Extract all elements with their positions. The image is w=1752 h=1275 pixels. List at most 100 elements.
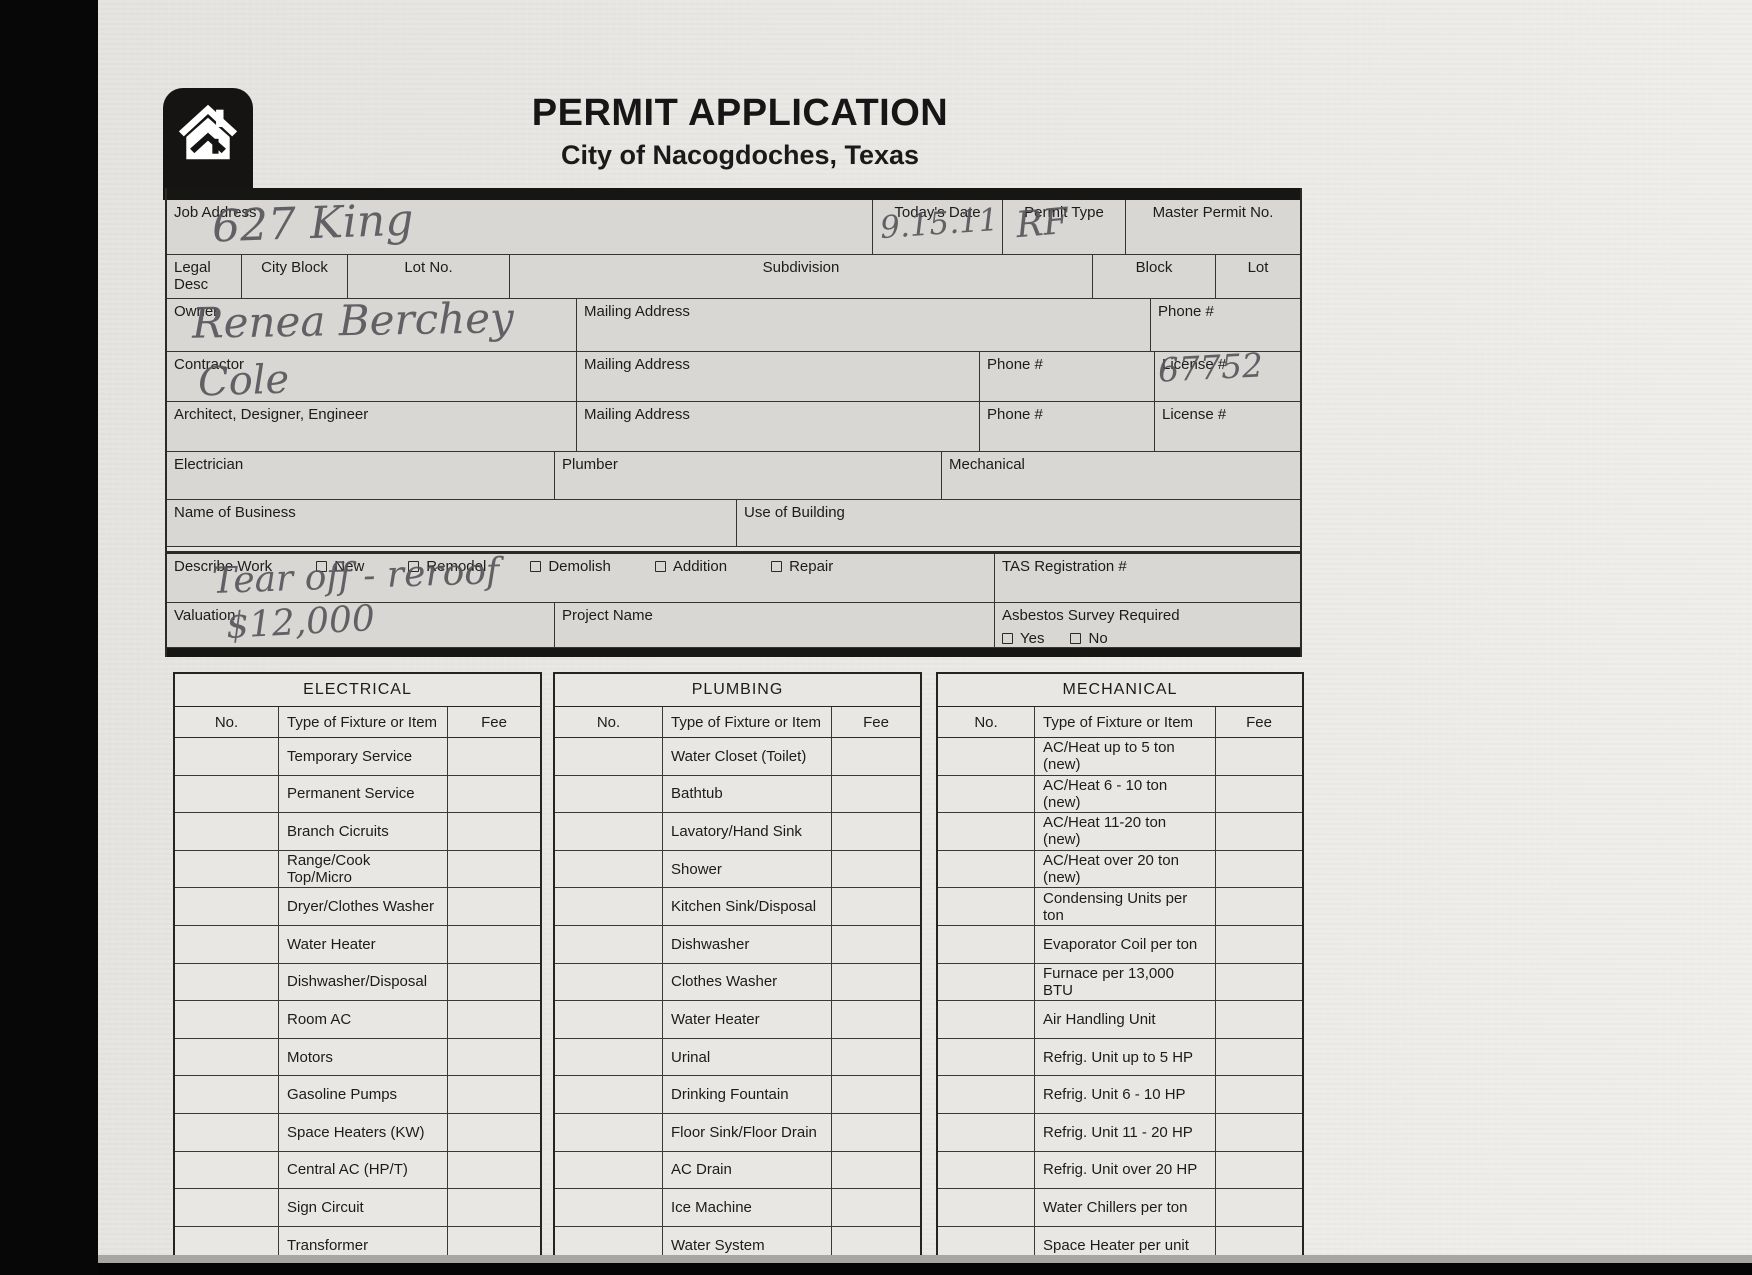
owner-mailing-field: Mailing Address (577, 299, 1151, 352)
phone-label: Phone # (1158, 303, 1214, 320)
column-header: No. (555, 707, 663, 737)
checkbox-label: Yes (1020, 630, 1045, 648)
no-cell (555, 775, 663, 813)
project-name-label: Project Name (562, 607, 653, 624)
title-block: PERMIT APPLICATION City of Nacogdoches, … (440, 92, 1040, 171)
fee-table-row: Clothes Washer (555, 963, 920, 1002)
fee-table-row: Space Heaters (KW) (175, 1113, 540, 1152)
mechanical-label: Mechanical (949, 456, 1025, 473)
electrician-field: Electrician (167, 452, 555, 500)
form-row-trades: Electrician Plumber Mechanical (167, 452, 1300, 500)
form-row-describe-work: Describe Work New Remodel Demolish Addition… (167, 553, 1300, 603)
architect-phone-field: Phone # (980, 402, 1155, 452)
fixture-type-cell: Evaporator Coil per ton (1035, 925, 1216, 963)
column-header: No. (938, 707, 1035, 737)
no-cell (555, 850, 663, 888)
fee-table-row: Ice Machine (555, 1189, 920, 1227)
fixture-type-cell: Refrig. Unit 6 - 10 HP (1035, 1076, 1216, 1113)
fixture-type-cell: Dishwasher (663, 925, 832, 963)
column-header: Type of Fixture or Item (279, 707, 448, 737)
no-cell (175, 1038, 279, 1076)
form-bottom-bar (167, 648, 1300, 657)
fee-table-row: Water Heater (175, 925, 540, 964)
fee-table-row: AC/Heat 11-20 ton (new) (938, 813, 1302, 851)
fee-table-row: Air Handling Unit (938, 1001, 1302, 1039)
business-name-field: Name of Business (167, 500, 737, 547)
fixture-type-cell: Furnace per 13,000 BTU (1035, 963, 1216, 1001)
contractor-phone-field: Phone # (980, 352, 1155, 402)
fixture-type-cell: Condensing Units per ton (1035, 888, 1216, 925)
column-header: Fee (481, 713, 507, 731)
fixture-type-cell: Transformer (279, 1226, 448, 1260)
work-type-options: New Remodel Demolish Addition Repair (316, 558, 833, 575)
city-block-label: City Block (261, 259, 328, 276)
column-header: Fee (1246, 713, 1272, 731)
fixture-type-cell: AC/Heat 6 - 10 ton (new) (1035, 775, 1216, 813)
fee-cell (448, 1039, 540, 1076)
fee-table-row: Dishwasher (555, 925, 920, 964)
owner-label: Owner (174, 303, 219, 320)
electrical-fee-table: ELECTRICAL No. Type of Fixture or Item Fee… (173, 672, 542, 1262)
todays-date-field: Today's Date (873, 200, 1003, 255)
page-title: PERMIT APPLICATION (531, 92, 949, 134)
no-cell (175, 1076, 279, 1113)
permit-form: Job Address Today's Date Permit Type Mas… (165, 188, 1302, 657)
fee-cell (1216, 776, 1302, 813)
fixture-type-cell: Kitchen Sink/Disposal (663, 888, 832, 925)
fee-cell (448, 738, 540, 775)
no-cell (175, 850, 279, 888)
architect-mailing-field: Mailing Address (577, 402, 980, 452)
no-cell (555, 1226, 663, 1260)
phone-label: Phone # (987, 356, 1043, 373)
electrician-label: Electrician (174, 456, 244, 473)
legal-desc-label: Legal Desc (174, 259, 211, 294)
mechanical-fee-table: MECHANICAL No. Type of Fixture or Item Fee… (936, 672, 1304, 1262)
form-row-valuation: Valuation Project Name Asbestos Survey R… (167, 603, 1300, 648)
scanner-edge-bottom (98, 1263, 1752, 1275)
no-cell (555, 813, 663, 850)
fee-table-row: Refrig. Unit up to 5 HP (938, 1038, 1302, 1077)
fixture-type-cell: Water Heater (663, 1001, 832, 1038)
todays-date-label: Today's Date (894, 204, 981, 221)
fee-cell (448, 926, 540, 963)
fee-cell (448, 888, 540, 925)
fixture-type-cell: Water System (663, 1226, 832, 1260)
form-row-address: Job Address Today's Date Permit Type Mas… (167, 200, 1300, 255)
master-permit-field: Master Permit No. (1126, 200, 1300, 255)
fixture-type-cell: Motors (279, 1038, 448, 1076)
column-header: Type of Fixture or Item (663, 707, 832, 737)
fee-table-row: Water System (555, 1226, 920, 1260)
fee-cell (832, 1039, 920, 1076)
job-address-label: Job Address (174, 204, 257, 221)
fee-cell (448, 1076, 540, 1113)
fee-cell (832, 1076, 920, 1113)
fixture-type-cell: Drinking Fountain (663, 1076, 832, 1113)
fee-cell (832, 964, 920, 1001)
no-cell (175, 1113, 279, 1151)
fixture-type-cell: Shower (663, 850, 832, 888)
fee-cell (448, 851, 540, 888)
no-cell (555, 1113, 663, 1151)
no-cell (938, 1189, 1035, 1226)
form-row-owner: Owner Mailing Address Phone # (167, 299, 1300, 352)
mechanical-table-header: No. Type of Fixture or Item Fee (938, 707, 1302, 738)
fixture-type-cell: Refrig. Unit over 20 HP (1035, 1151, 1216, 1189)
no-cell (555, 1076, 663, 1113)
checkbox-icon (1002, 633, 1013, 645)
use-of-building-label: Use of Building (744, 504, 845, 521)
fixture-type-cell: Air Handling Unit (1035, 1001, 1216, 1038)
block-field: Block (1093, 255, 1216, 299)
no-cell (555, 1038, 663, 1076)
fee-cell (1216, 1152, 1302, 1189)
fee-cell (1216, 1189, 1302, 1226)
fee-cell (1216, 1001, 1302, 1038)
column-header: Type of Fixture or Item (1035, 707, 1216, 737)
fee-cell (448, 813, 540, 850)
checkbox-label: Demolish (548, 558, 611, 575)
asbestos-label: Asbestos Survey Required (1002, 607, 1180, 624)
fixture-type-cell: Space Heaters (KW) (279, 1113, 448, 1151)
fee-table-row: Gasoline Pumps (175, 1076, 540, 1114)
form-row-business: Name of Business Use of Building (167, 500, 1300, 547)
fee-table-row: AC/Heat 6 - 10 ton (new) (938, 775, 1302, 814)
column-header: No. (175, 707, 279, 737)
